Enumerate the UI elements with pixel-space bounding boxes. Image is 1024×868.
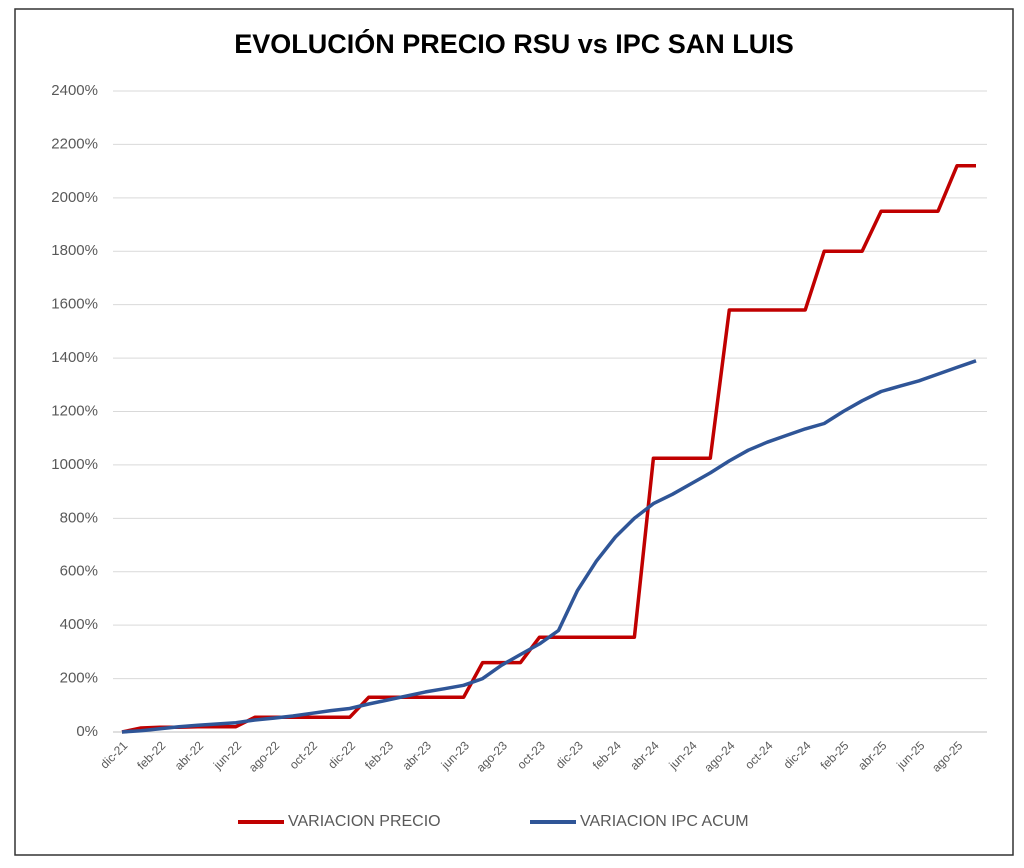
y-tick-label: 2200%	[51, 135, 98, 152]
y-tick-label: 200%	[60, 670, 98, 687]
legend-label: VARIACION IPC ACUM	[580, 813, 749, 830]
y-tick-label: 1800%	[51, 242, 98, 259]
y-tick-label: 0%	[76, 723, 98, 740]
y-tick-label: 400%	[60, 616, 98, 633]
chart-title: EVOLUCIÓN PRECIO RSU vs IPC SAN LUIS	[234, 28, 794, 59]
y-tick-label: 800%	[60, 509, 98, 526]
y-tick-label: 1400%	[51, 349, 98, 366]
y-tick-label: 1200%	[51, 402, 98, 419]
series-line	[121, 359, 977, 734]
y-tick-label: 600%	[60, 563, 98, 580]
y-tick-label: 1600%	[51, 296, 98, 313]
y-tick-label: 1000%	[51, 456, 98, 473]
y-tick-label: 2400%	[51, 82, 98, 99]
legend-label: VARIACION PRECIO	[288, 813, 441, 830]
chart-frame	[14, 8, 1014, 856]
y-tick-label: 2000%	[51, 189, 98, 206]
